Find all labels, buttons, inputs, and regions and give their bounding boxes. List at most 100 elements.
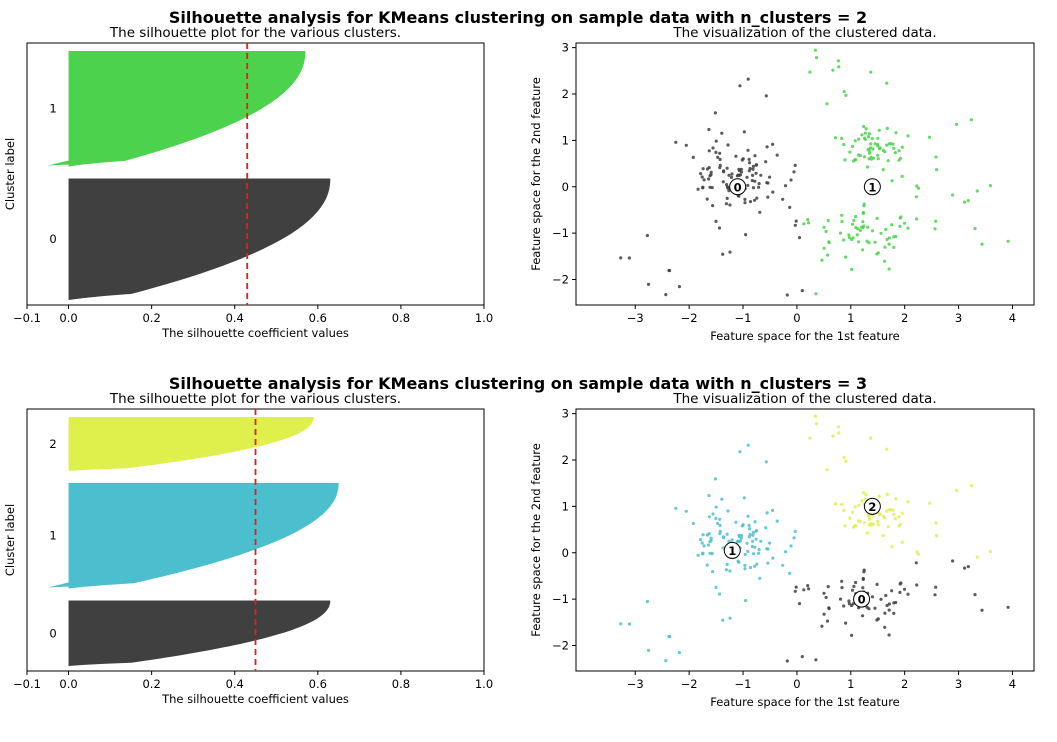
scatter-point xyxy=(753,179,757,183)
scatter-point xyxy=(718,151,722,155)
scatter-point xyxy=(844,255,848,259)
scatter-point xyxy=(751,533,755,537)
scatter-point xyxy=(833,502,838,506)
scatter-point xyxy=(728,616,732,620)
scatter-plot-k2: 0 1 −3 −2 −1 0 1 2 3 4 −2 −1 0 1 2 3 The visualization o… xyxy=(529,25,1035,343)
scatter-point xyxy=(619,622,623,626)
scatter-point xyxy=(668,634,672,639)
scatter-point xyxy=(739,167,744,171)
scatter-point xyxy=(863,131,867,135)
scatter-point xyxy=(935,534,939,538)
scatter-point xyxy=(842,238,846,242)
scatter-point xyxy=(853,505,857,509)
scatter-point xyxy=(696,553,700,557)
scatter-point xyxy=(709,170,713,174)
scatter-point xyxy=(975,555,979,559)
scatter-point xyxy=(885,237,889,242)
scatter-point xyxy=(866,513,870,518)
scatter-point xyxy=(757,182,761,186)
scatter-point xyxy=(915,583,919,587)
scatter-point xyxy=(876,519,880,523)
scatter-point xyxy=(881,168,885,172)
scatter-point xyxy=(863,497,867,501)
scatter-point xyxy=(701,167,705,171)
scatter-point xyxy=(813,48,818,52)
scatter-point xyxy=(865,165,870,169)
scatter-point xyxy=(664,293,668,297)
scatter-point xyxy=(746,77,750,81)
scatter-point xyxy=(935,168,939,172)
scatter-point xyxy=(842,508,846,513)
x-tick-label: 1.0 xyxy=(475,311,493,325)
scatter-point xyxy=(766,195,770,199)
scatter-point xyxy=(840,220,844,224)
scatter-point xyxy=(701,552,705,556)
scatter-point xyxy=(627,256,632,260)
scatter-point xyxy=(855,233,859,237)
scatter-point xyxy=(725,166,729,170)
scatter-point xyxy=(728,250,732,254)
silhouette-plot-k2: 0 1 −0.1 0.0 0.2 0.4 0.6 0.8 1.0 The silhouette p… xyxy=(3,25,493,340)
scatter-point xyxy=(707,166,711,170)
scatter-point xyxy=(743,563,747,568)
scatter-point xyxy=(887,242,891,246)
scatter-point xyxy=(966,565,970,569)
scatter-point xyxy=(869,70,873,74)
y-tick-label: −2 xyxy=(552,272,569,286)
scatter-point xyxy=(739,533,744,537)
scatter-point xyxy=(709,539,713,543)
scatter-point xyxy=(853,158,857,162)
x-tick-label: −0.1 xyxy=(13,311,41,325)
scatter-point xyxy=(906,592,910,596)
cluster-label-0: 0 xyxy=(49,232,56,246)
scatter-point xyxy=(866,225,870,229)
scatter-point xyxy=(768,175,772,179)
scatter-point xyxy=(862,224,866,228)
cluster-center-0 xyxy=(853,590,871,608)
scatter-point xyxy=(827,241,831,245)
x-tick-label: 4 xyxy=(1009,677,1016,691)
scatter-point xyxy=(746,514,750,518)
scatter-point xyxy=(736,559,740,563)
scatter-point xyxy=(885,447,889,451)
scatter-point xyxy=(734,154,738,158)
scatter-point xyxy=(915,550,919,554)
scatter-point xyxy=(862,155,867,159)
scatter-point xyxy=(708,551,712,555)
scatter-point xyxy=(794,585,798,589)
scatter-point xyxy=(885,509,889,513)
x-tick-label: 2 xyxy=(901,677,908,691)
scatter-point xyxy=(988,184,993,188)
scatter-point xyxy=(714,516,718,521)
scatter-point xyxy=(850,267,854,271)
scatter-point xyxy=(894,600,898,605)
scatter-point xyxy=(881,514,886,519)
scatter-point xyxy=(980,242,984,246)
x-tick-label: 4 xyxy=(1009,311,1016,325)
scatter-point xyxy=(707,543,711,547)
scatter-point xyxy=(873,606,877,610)
scatter-point xyxy=(808,70,812,74)
scatter-point xyxy=(716,155,720,159)
scatter-point xyxy=(934,585,938,589)
scatter-point xyxy=(848,150,852,154)
x-tick-label: −3 xyxy=(627,677,644,691)
scatter-point xyxy=(711,570,715,574)
scatter-point xyxy=(792,536,796,540)
scatter-point xyxy=(934,219,938,223)
scatter-point xyxy=(847,236,852,240)
scatter-point xyxy=(840,136,844,141)
scatter-point xyxy=(751,164,756,168)
scatter-point xyxy=(764,460,768,464)
scatter-point xyxy=(724,568,729,572)
scatter-point xyxy=(850,603,854,608)
scatter-point xyxy=(684,509,688,513)
scatter-point xyxy=(876,136,880,140)
y-tick-label: 0 xyxy=(562,180,569,194)
y-axis-label: Feature space for the 2nd feature xyxy=(529,77,543,271)
scatter-point xyxy=(870,137,874,141)
cluster-center-0 xyxy=(729,178,747,196)
scatter-point xyxy=(836,425,841,429)
scatter-point xyxy=(808,436,812,440)
scatter-point xyxy=(879,597,883,601)
